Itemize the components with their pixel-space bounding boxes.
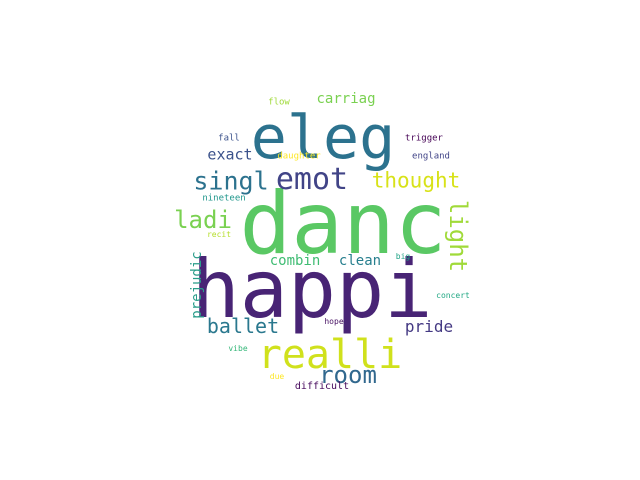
word-clean: clean [338,253,382,269]
word-vibe: vibe [228,344,248,353]
word-england: england [412,151,450,162]
word-emot: emot [275,162,349,197]
word-difficult: difficult [294,381,350,392]
word-recit: recit [206,230,232,239]
word-fall: fall [218,133,240,144]
word-carriag: carriag [316,91,376,107]
word-room: room [319,361,377,389]
word-light: light [444,199,472,273]
word-realli: realli [257,332,403,378]
word-ballet: ballet [206,314,280,338]
word-danc: danc [239,174,447,274]
word-hope: hope [324,317,344,326]
word-pride: pride [404,317,454,336]
word-big: big [395,252,411,261]
word-thought: thought [371,168,461,193]
word-eleg: eleg [250,103,396,173]
word-exact: exact [207,145,253,164]
word-trigger: trigger [405,133,443,144]
word-combin: combin [269,253,321,269]
word-happi: happi [191,243,433,336]
word-due: due [269,372,285,381]
word-singl: singl [193,166,269,196]
word-concert: concert [436,291,470,300]
word-nineteen: nineteen [202,193,246,204]
word-daughter: daughter [277,151,321,162]
word-ladi: ladi [174,206,232,234]
word-flow: flow [268,97,290,108]
word-prejudic: prejudic [189,251,205,319]
